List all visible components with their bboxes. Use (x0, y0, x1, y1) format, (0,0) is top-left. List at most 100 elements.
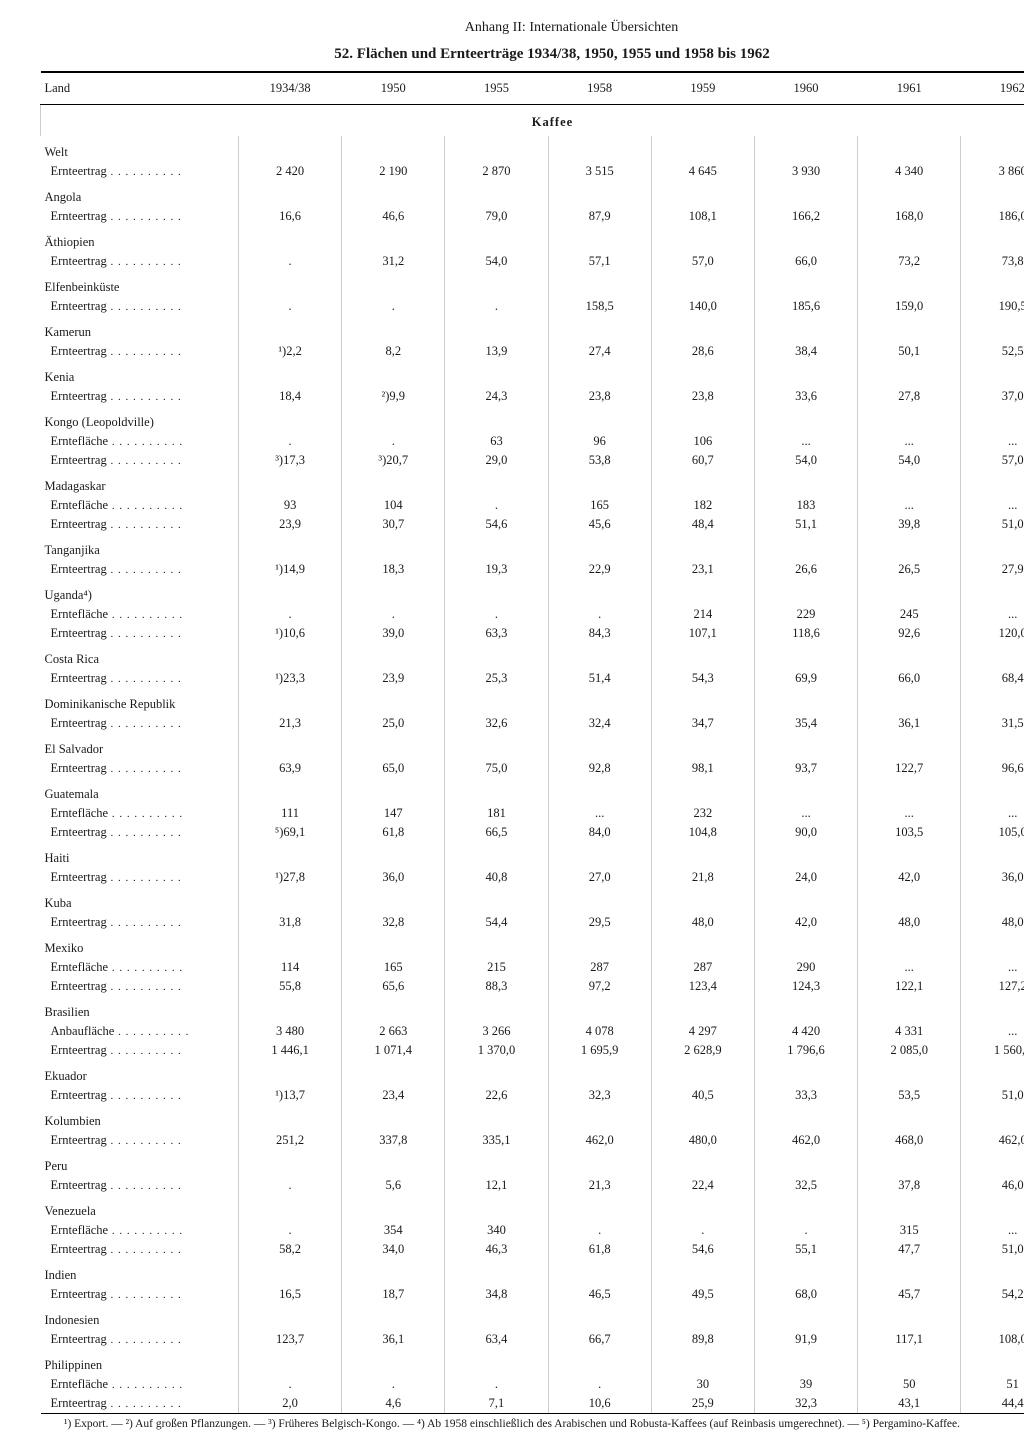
cell-value: 106 (651, 432, 754, 451)
cell-value: 2 628,9 (651, 1041, 754, 1060)
cell-value: 122,1 (858, 977, 961, 996)
cell-value: 2 420 (239, 162, 342, 181)
cell-value: 27,0 (548, 868, 651, 887)
cell-value: 232 (651, 804, 754, 823)
cell-value: 3 515 (548, 162, 651, 181)
cell-value: 50 (858, 1375, 961, 1394)
row-label: Ernteertrag (41, 207, 239, 226)
cell-value: 55,8 (239, 977, 342, 996)
cell-value: 18,7 (342, 1285, 445, 1304)
cell-value: 48,4 (651, 515, 754, 534)
country-name: Ekuador (41, 1060, 239, 1086)
row-label: Erntefläche (41, 804, 239, 823)
cell-value: 66,0 (858, 669, 961, 688)
cell-value: 3 930 (754, 162, 857, 181)
cell-value: 462,0 (754, 1131, 857, 1150)
row-label: Erntefläche (41, 1221, 239, 1240)
cell-value: ... (754, 804, 857, 823)
cell-value: 45,6 (548, 515, 651, 534)
cell-value: 43,1 (858, 1394, 961, 1414)
cell-value: 51,0 (961, 515, 1024, 534)
cell-value: 4 297 (651, 1022, 754, 1041)
cell-value: 92,8 (548, 759, 651, 778)
cell-value: 127,2 (961, 977, 1024, 996)
cell-value: 57,1 (548, 252, 651, 271)
cell-value: 69,9 (754, 669, 857, 688)
cell-value: 3 266 (445, 1022, 548, 1041)
cell-value: 48,0 (651, 913, 754, 932)
country-name: Tanganjika (41, 534, 239, 560)
country-name: Philippinen (41, 1349, 239, 1375)
cell-value: 66,0 (754, 252, 857, 271)
cell-value: 79,0 (445, 207, 548, 226)
cell-value: 40,5 (651, 1086, 754, 1105)
cell-value: 32,3 (548, 1086, 651, 1105)
cell-value: 40,8 (445, 868, 548, 887)
cell-value: 25,0 (342, 714, 445, 733)
cell-value: 39 (754, 1375, 857, 1394)
cell-value: 33,6 (754, 387, 857, 406)
cell-value: 47,7 (858, 1240, 961, 1259)
cell-value: 34,7 (651, 714, 754, 733)
cell-value: ... (961, 958, 1024, 977)
cell-value: 63,4 (445, 1330, 548, 1349)
cell-value: 23,1 (651, 560, 754, 579)
cell-value: . (342, 432, 445, 451)
cell-value: 54,0 (754, 451, 857, 470)
cell-value: 32,4 (548, 714, 651, 733)
cell-value: 25,9 (651, 1394, 754, 1414)
cell-value: 24,3 (445, 387, 548, 406)
cell-value: 35,4 (754, 714, 857, 733)
cell-value: 36,0 (342, 868, 445, 887)
cell-value: 8,2 (342, 342, 445, 361)
country-name: Äthiopien (41, 226, 239, 252)
cell-value: . (445, 1375, 548, 1394)
cell-value: 120,0 (961, 624, 1024, 643)
cell-value: 4 420 (754, 1022, 857, 1041)
cell-value: 245 (858, 605, 961, 624)
cell-value: 51,0 (961, 1086, 1024, 1105)
cell-value: ¹)13,7 (239, 1086, 342, 1105)
cell-value: 26,5 (858, 560, 961, 579)
cell-value: 22,6 (445, 1086, 548, 1105)
cell-value: . (342, 1375, 445, 1394)
row-label: Ernteertrag (41, 1285, 239, 1304)
cell-value: 93,7 (754, 759, 857, 778)
cell-value: 66,5 (445, 823, 548, 842)
row-label: Ernteertrag (41, 1086, 239, 1105)
row-label: Ernteertrag (41, 624, 239, 643)
cell-value: 16,6 (239, 207, 342, 226)
page-header: Anhang II: Internationale Übersichten (100, 20, 1024, 36)
cell-value: 24,0 (754, 868, 857, 887)
cell-value: ¹)10,6 (239, 624, 342, 643)
cell-value: 287 (548, 958, 651, 977)
cell-value: . (548, 1375, 651, 1394)
cell-value: ... (961, 1022, 1024, 1041)
row-label: Ernteertrag (41, 560, 239, 579)
cell-value: 57,0 (961, 451, 1024, 470)
cell-value: 42,0 (754, 913, 857, 932)
cell-value: 4 331 (858, 1022, 961, 1041)
cell-value: ³)20,7 (342, 451, 445, 470)
cell-value: 23,8 (651, 387, 754, 406)
row-label: Ernteertrag (41, 515, 239, 534)
cell-value: 36,1 (342, 1330, 445, 1349)
cell-value: 49,5 (651, 1285, 754, 1304)
cell-value: 66,7 (548, 1330, 651, 1349)
cell-value: 462,0 (548, 1131, 651, 1150)
row-label: Ernteertrag (41, 977, 239, 996)
cell-value: 16,5 (239, 1285, 342, 1304)
cell-value: 337,8 (342, 1131, 445, 1150)
cell-value: . (239, 1176, 342, 1195)
country-name: El Salvador (41, 733, 239, 759)
cell-value: 25,3 (445, 669, 548, 688)
cell-value: 55,1 (754, 1240, 857, 1259)
cell-value: 32,6 (445, 714, 548, 733)
cell-value: 186,0 (961, 207, 1024, 226)
cell-value: 73,2 (858, 252, 961, 271)
row-label: Ernteertrag (41, 913, 239, 932)
cell-value: ... (754, 432, 857, 451)
country-name: Haiti (41, 842, 239, 868)
cell-value: 32,3 (754, 1394, 857, 1414)
country-name: Dominikanische Republik (41, 688, 239, 714)
